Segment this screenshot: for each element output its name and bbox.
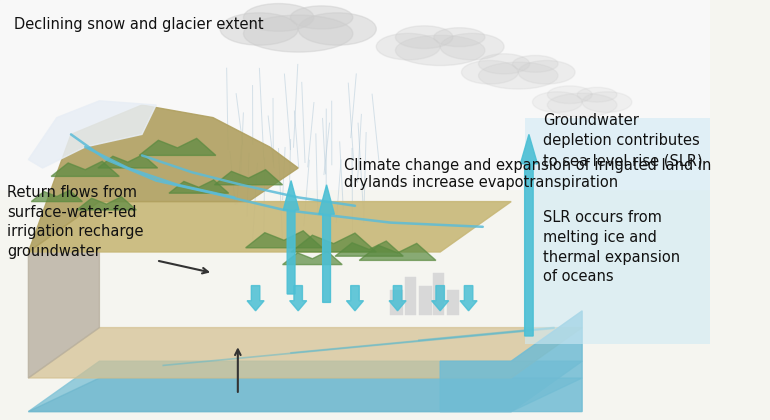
Polygon shape (28, 101, 156, 168)
Polygon shape (51, 161, 119, 176)
Ellipse shape (220, 13, 298, 45)
Polygon shape (214, 170, 283, 185)
Polygon shape (28, 202, 99, 378)
Ellipse shape (243, 15, 353, 52)
Polygon shape (432, 286, 449, 311)
Ellipse shape (396, 26, 453, 49)
Polygon shape (98, 155, 158, 168)
Polygon shape (28, 378, 582, 412)
Polygon shape (283, 251, 342, 265)
Ellipse shape (396, 35, 485, 66)
Text: Return flows from
surface-water-fed
irrigation recharge
groundwater: Return flows from surface-water-fed irri… (7, 185, 143, 259)
Ellipse shape (533, 92, 582, 113)
Ellipse shape (582, 92, 632, 113)
Ellipse shape (298, 13, 377, 45)
Polygon shape (28, 328, 582, 378)
Bar (405, 277, 416, 315)
Ellipse shape (290, 6, 353, 29)
Polygon shape (460, 286, 477, 311)
Ellipse shape (478, 62, 558, 89)
Polygon shape (335, 241, 403, 256)
Bar (433, 273, 444, 315)
Polygon shape (346, 286, 363, 311)
Text: Climate change and expansion of irrigated land in
drylands increase evapotranspi: Climate change and expansion of irrigate… (344, 158, 711, 190)
Bar (0, 0, 710, 189)
Ellipse shape (243, 4, 314, 32)
Polygon shape (521, 134, 537, 336)
Polygon shape (246, 231, 323, 248)
Polygon shape (319, 185, 334, 302)
Polygon shape (360, 244, 436, 260)
Ellipse shape (478, 54, 530, 74)
Polygon shape (28, 202, 511, 252)
Text: Declining snow and glacier extent: Declining snow and glacier extent (14, 17, 264, 32)
Ellipse shape (461, 60, 518, 84)
Polygon shape (290, 286, 306, 311)
Polygon shape (247, 286, 264, 311)
Ellipse shape (578, 87, 617, 102)
Ellipse shape (513, 55, 558, 72)
Bar (447, 290, 460, 315)
Ellipse shape (434, 28, 485, 47)
Polygon shape (28, 105, 298, 252)
Polygon shape (169, 180, 229, 193)
Polygon shape (139, 139, 216, 155)
Ellipse shape (547, 86, 592, 104)
Bar (419, 286, 432, 315)
Text: SLR occurs from
melting ice and
thermal expansion
of oceans: SLR occurs from melting ice and thermal … (543, 210, 680, 284)
Bar (390, 290, 403, 315)
Polygon shape (32, 190, 82, 202)
Polygon shape (291, 233, 377, 252)
Bar (525, 118, 710, 344)
Ellipse shape (518, 60, 575, 84)
Polygon shape (77, 197, 136, 210)
Polygon shape (283, 181, 299, 294)
Polygon shape (28, 361, 582, 412)
Polygon shape (389, 286, 406, 311)
Ellipse shape (440, 34, 504, 60)
Ellipse shape (547, 93, 617, 117)
Ellipse shape (377, 34, 440, 60)
Text: Groundwater
depletion contributes
to sea level rise (SLR): Groundwater depletion contributes to sea… (543, 113, 703, 168)
Polygon shape (440, 311, 582, 412)
